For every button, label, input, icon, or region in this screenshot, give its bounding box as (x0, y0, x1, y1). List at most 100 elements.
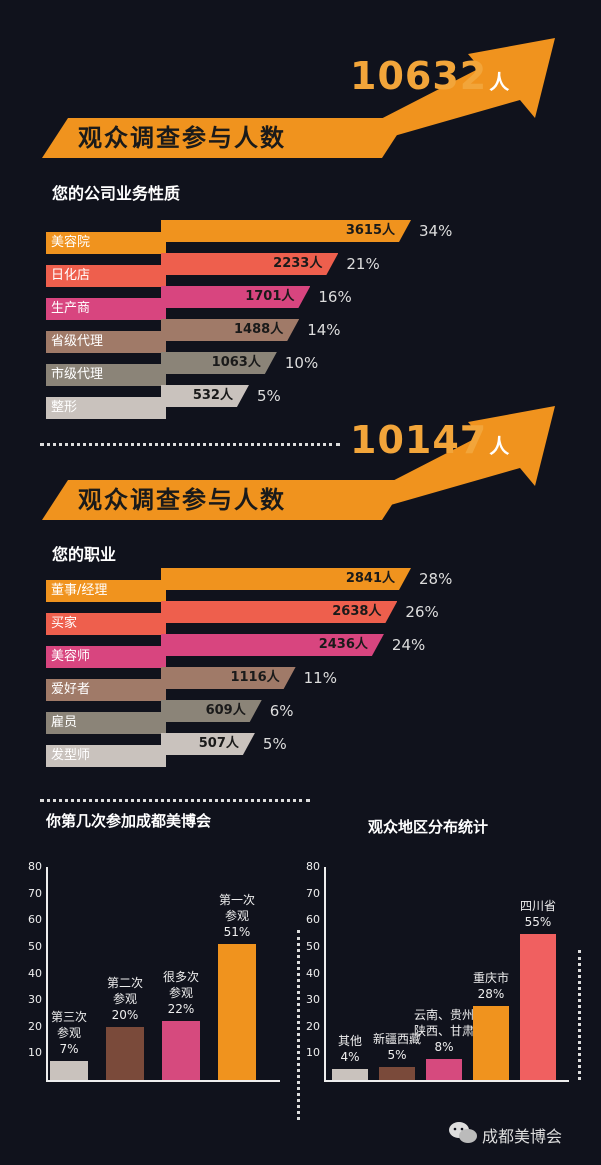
y-tick-label: 60 (306, 913, 320, 927)
bar-percent-label: 34% (419, 222, 453, 240)
bar-label-line: 很多次 (162, 970, 199, 985)
bar-label-line: 55% (524, 914, 552, 929)
bar-value-label: 3615人 (345, 223, 395, 238)
bar-category-label: 日化店 (46, 265, 166, 287)
total-count-1-unit: 人 (489, 70, 511, 94)
bar-label-line: 51% (223, 925, 251, 940)
bar-category-label: 市级代理 (46, 364, 166, 386)
bar-label-line: 5% (387, 1047, 407, 1062)
bar-label: 重庆市 28% (461, 970, 521, 1002)
bar-percent-label: 5% (262, 735, 287, 753)
bar-mark (161, 568, 411, 590)
bar-mark (218, 944, 256, 1080)
bar-label-line: 20% (111, 1007, 139, 1022)
bar-category-label: 董事/经理 (46, 580, 166, 602)
bar-label: 第一次 参观 51% (206, 892, 268, 940)
bar-percent-label: 21% (346, 255, 380, 273)
bar-mark (50, 1061, 88, 1080)
bar-label: 其他 4% (320, 1033, 380, 1065)
section-subtitle-1: 您的公司业务性质 (52, 184, 181, 203)
bar-category-label: 美容师 (46, 646, 166, 668)
region-chart-dots-right (578, 950, 581, 1080)
bar-category-label: 雇员 (46, 712, 166, 734)
bar-label-line: 陕西、甘肃 (414, 1023, 475, 1038)
section-banner-1: 观众调查参与人数 (42, 118, 408, 158)
bar-mark (426, 1058, 462, 1080)
bar-label-line: 28% (477, 986, 505, 1001)
bar-percent-label: 5% (256, 387, 281, 405)
bar-mark (379, 1066, 415, 1080)
bar-label-line: 7% (59, 1042, 79, 1057)
bar-value-label: 1116人 (230, 670, 280, 685)
bar-category-label: 生产商 (46, 298, 166, 320)
visit-count-title: 你第几次参加成都美博会 (46, 812, 212, 830)
total-count-2: 10147 人 (350, 418, 510, 462)
bar-mark (161, 352, 277, 374)
bar-label: 四川省 55% (508, 898, 568, 930)
y-tick-label: 50 (28, 940, 42, 953)
region-chart-dots (297, 930, 300, 1120)
bar-category-label: 省级代理 (46, 331, 166, 353)
y-tick-label: 10 (28, 1046, 42, 1060)
y-tick-label: 30 (28, 993, 42, 1007)
y-tick-label: 10 (306, 1046, 320, 1060)
bar-label-line: 第一次 (218, 893, 255, 908)
total-count-2-value: 10147 (350, 418, 488, 462)
bar-category-label: 整形 (46, 397, 166, 419)
bar-value-label: 2841人 (345, 571, 395, 586)
bar-mark (161, 253, 338, 275)
bar-value-label: 532人 (192, 388, 233, 403)
y-tick-label: 20 (28, 1019, 42, 1033)
bar-mark (162, 1021, 200, 1080)
bar-category-label: 美容院 (46, 232, 166, 254)
bar-value-label: 1063人 (211, 355, 261, 370)
wechat-icon (449, 1122, 477, 1143)
y-tick-label: 60 (28, 913, 42, 927)
bar-category-label: 爱好者 (46, 679, 166, 701)
bar-percent-label: 28% (419, 570, 453, 588)
footer-brand: 成都美博会 (482, 1127, 563, 1146)
bar-mark (161, 319, 299, 341)
bar-label-line: 8% (434, 1039, 454, 1054)
y-tick-label: 20 (306, 1019, 320, 1033)
bar-category-label: 发型师 (46, 745, 166, 767)
bar-label-line: 云南、贵州 (414, 1007, 475, 1022)
bar-label-line: 参观 (224, 909, 249, 924)
y-tick-label: 40 (306, 966, 320, 980)
bar-label-line: 4% (340, 1050, 360, 1065)
bar-label: 第三次 参观 7% (38, 1009, 100, 1057)
bar-mark (106, 1026, 144, 1080)
bar-mark (161, 733, 255, 755)
bar-mark (520, 933, 556, 1080)
bar-label-line: 其他 (337, 1034, 362, 1049)
y-tick-label: 50 (306, 940, 320, 953)
total-count-1: 10632 人 (350, 54, 510, 98)
bar-category-label: 买家 (46, 613, 166, 635)
x-axis-line (46, 1080, 280, 1082)
y-tick-label: 80 (28, 860, 42, 874)
total-count-1-value: 10632 (350, 54, 488, 98)
bar-label-line: 参观 (56, 1026, 81, 1041)
bar-percent-label: 11% (303, 669, 337, 687)
bar-value-label: 2638人 (332, 604, 382, 619)
bar-mark (161, 220, 411, 242)
bar-percent-label: 26% (405, 603, 439, 621)
bar-mark (473, 1005, 509, 1080)
bar-percent-label: 24% (391, 636, 426, 654)
bar-label-line: 重庆市 (472, 970, 509, 985)
region-title: 观众地区分布统计 (368, 818, 489, 836)
bar-label: 云南、贵州 陕西、甘肃 8% (414, 1007, 474, 1055)
bar-label-line: 新疆西藏 (372, 1031, 421, 1046)
bar-mark (161, 601, 397, 623)
bar-mark (161, 385, 249, 407)
y-axis-line (324, 867, 326, 1080)
divider-dots-1 (40, 443, 340, 446)
y-tick-label: 70 (28, 886, 42, 900)
bar-label: 新疆西藏 5% (367, 1031, 427, 1063)
divider-dots-2 (40, 799, 310, 802)
bar-value-label: 1701人 (245, 289, 295, 304)
y-tick-label: 30 (306, 993, 320, 1007)
bar-value-label: 609人 (205, 703, 246, 718)
bar-label-line: 第三次 (50, 1010, 87, 1025)
bar-label: 很多次 参观 22% (150, 969, 212, 1017)
